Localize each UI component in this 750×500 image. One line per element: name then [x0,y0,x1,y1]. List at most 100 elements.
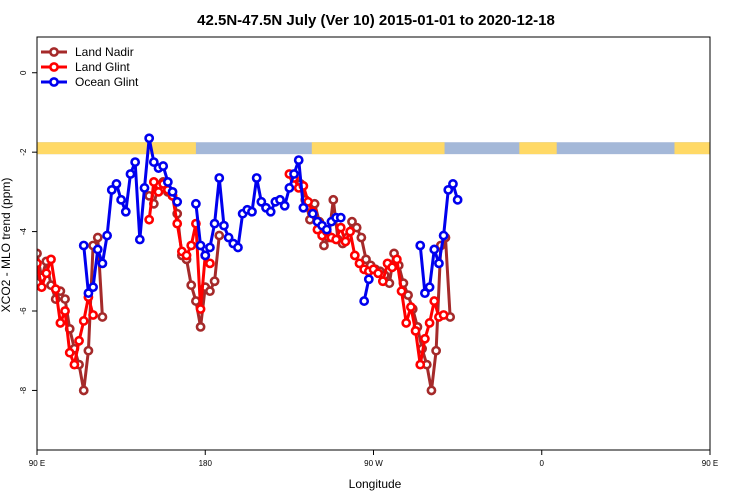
x-tick-label: 90 E [702,459,718,468]
data-point [116,194,127,205]
data-point [200,250,211,261]
y-tick-label: -2 [19,148,28,156]
data-point [125,169,136,179]
data-point [167,186,178,197]
data-point [426,385,437,396]
x-tick-label: 90 E [29,459,45,468]
legend-label: Ocean Glint [75,75,139,89]
data-point [403,290,413,301]
y-tick-label: -4 [19,227,28,235]
x-axis-label: Longitude [349,477,402,491]
data-point [50,284,61,295]
data-point [331,234,342,245]
data-point [37,282,47,293]
data-point [335,212,346,223]
land-band [311,142,445,155]
legend-label: Land Nadir [75,45,134,59]
data-point [74,335,84,346]
land-band [519,142,557,155]
data-point [148,157,159,167]
data-point [64,347,75,358]
data-point [97,258,108,269]
land-band [37,142,196,155]
data-point [97,312,108,322]
data-point [78,240,89,251]
data-point [158,161,169,171]
data-point [60,294,70,304]
data-point [102,230,113,241]
data-point [452,194,463,205]
data-point [55,318,66,328]
data-point [223,232,234,243]
x-tick-label: 0 [540,459,545,468]
data-point [420,288,430,299]
data-point [429,296,440,306]
data-point [195,321,206,332]
data-point [148,177,159,187]
data-point [361,254,371,265]
data-point [144,214,155,225]
data-point [347,216,357,227]
data-point [293,155,304,166]
data-point [415,240,426,251]
data-point [438,230,449,241]
legend-label: Land Glint [75,60,130,74]
data-point [387,262,398,273]
data-point [351,222,362,233]
data-point [340,236,351,247]
data-point [415,359,426,370]
data-point [139,183,150,193]
data-point [88,282,98,293]
data-point [214,173,225,183]
legend-marker [49,77,59,87]
y-axis: 0 -2 -4 -6 -8 [19,70,37,394]
data-point [92,244,103,255]
data-point [88,310,98,320]
data-point [284,183,295,193]
data-point [205,242,215,253]
data-point [69,359,80,370]
data-point [209,218,220,229]
data-point [181,250,192,261]
data-point [172,218,183,229]
x-tick-label: 90 W [364,459,383,468]
data-point [303,196,313,207]
data-point [256,196,267,207]
data-point [153,186,164,197]
data-point [345,226,356,237]
data-point [233,242,243,253]
data-point [335,222,346,233]
data-point [46,254,56,265]
data-point [41,268,52,279]
y-axis-label: XCO2 - MLO trend (ppm) [0,178,13,313]
data-point [438,310,449,320]
data-point [265,206,276,217]
data-point [307,208,318,219]
data-point [424,282,435,293]
data-point [78,385,89,396]
y-tick-label: 0 [19,70,28,75]
data-point [120,206,131,217]
data-point [373,268,384,279]
chart-title: 42.5N-47.5N July (Ver 10) 2015-01-01 to … [197,12,555,29]
data-point [328,194,339,205]
data-point [106,184,117,195]
data-point [434,258,444,269]
data-point [396,286,407,297]
data-point [186,280,197,291]
data-point [83,288,94,299]
data-point [429,244,440,255]
legend-marker [49,47,59,57]
data-point [279,200,290,211]
data-point [162,177,173,187]
data-point [424,318,435,328]
data-point [83,345,94,356]
data-point [354,258,365,269]
data-point [401,318,412,328]
data-point [247,206,257,217]
data-point [356,232,367,243]
data-point [134,234,145,245]
